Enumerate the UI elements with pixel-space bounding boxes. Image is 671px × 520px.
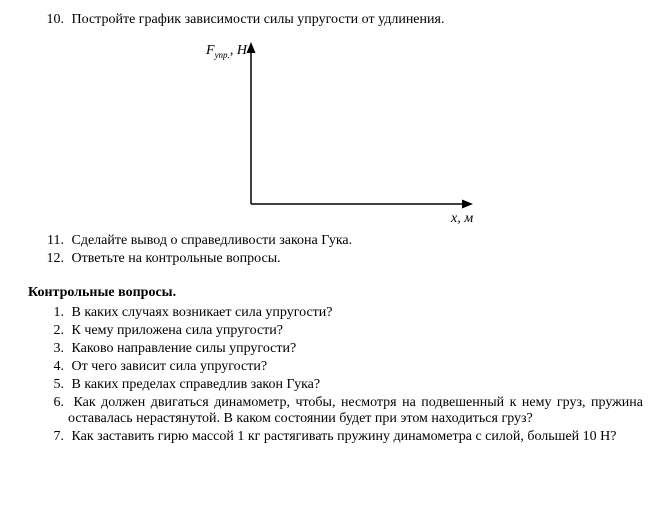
question-number: 5. [44,377,68,393]
task-list: 10. Постройте график зависимости силы уп… [28,12,643,28]
task-number: 11. [42,233,68,249]
question-text: От чего зависит сила упругости? [72,359,268,374]
question-text: Как заставить гирю массой 1 кг растягива… [72,429,617,444]
task-text: Ответьте на контрольные вопросы. [72,251,281,266]
question-number: 4. [44,359,68,375]
task-item: 11. Сделайте вывод о справедливости зако… [68,233,643,249]
question-number: 2. [44,323,68,339]
chart-container: Fупр., Н x, м [48,34,643,229]
question-item: 3. Каково направление силы упругости? [68,341,643,357]
question-list: 1. В каких случаях возникает сила упруго… [28,305,643,445]
task-item: 12. Ответьте на контрольные вопросы. [68,251,643,267]
question-item: 1. В каких случаях возникает сила упруго… [68,305,643,321]
question-item: 6. Как должен двигаться динамометр, чтоб… [68,395,643,427]
question-text: Как должен двигаться динамометр, чтобы, … [68,395,643,426]
task-number: 10. [42,12,68,28]
question-item: 2. К чему приложена сила упругости? [68,323,643,339]
svg-text:x, м: x, м [450,211,473,226]
question-number: 7. [44,429,68,445]
task-list-cont: 11. Сделайте вывод о справедливости зако… [28,233,643,267]
question-number: 6. [44,395,68,411]
task-item: 10. Постройте график зависимости силы уп… [68,12,643,28]
task-text: Постройте график зависимости силы упруго… [72,12,445,27]
svg-text:Fупр., Н: Fупр., Н [205,43,248,60]
question-text: В каких случаях возникает сила упругости… [72,305,333,320]
question-item: 4. От чего зависит сила упругости? [68,359,643,375]
question-text: Каково направление силы упругости? [72,341,297,356]
task-number: 12. [42,251,68,267]
question-item: 5. В каких пределах справедлив закон Гук… [68,377,643,393]
question-text: К чему приложена сила упругости? [72,323,283,338]
section-title: Контрольные вопросы. [28,285,643,301]
axes-chart: Fупр., Н x, м [171,34,521,229]
question-text: В каких пределах справедлив закон Гука? [72,377,321,392]
question-number: 3. [44,341,68,357]
question-number: 1. [44,305,68,321]
task-text: Сделайте вывод о справедливости закона Г… [72,233,353,248]
question-item: 7. Как заставить гирю массой 1 кг растяг… [68,429,643,445]
